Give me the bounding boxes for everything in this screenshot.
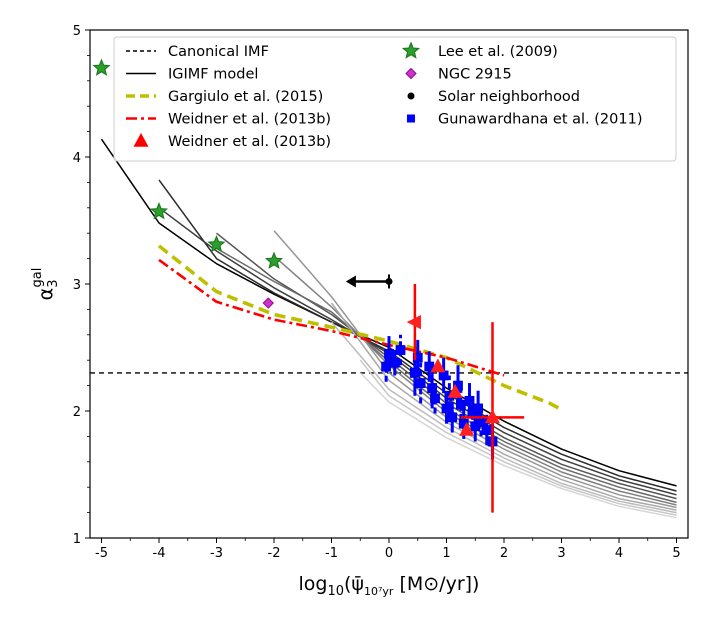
gunawardhana-point (384, 348, 394, 359)
y-axis-title-base: α (35, 288, 57, 301)
y-tick-label-3: 4 (73, 151, 81, 166)
x-axis-title: log10(ψ̄10⁷yr [M⊙/yr]) (299, 573, 480, 599)
legend-label-5: Lee et al. (2009) (438, 44, 558, 60)
series-line-10 (359, 359, 677, 516)
x-tick-label-5: 0 (385, 546, 393, 561)
series-line-11 (359, 372, 677, 519)
solar-point (385, 277, 393, 285)
series-line-9 (330, 321, 677, 514)
y-tick-label-2: 3 (73, 278, 81, 293)
gunawardhana-point (389, 357, 400, 368)
series-line-12 (157, 244, 563, 412)
x-tick-label-10: 5 (672, 546, 680, 561)
gunawardhana-point (412, 352, 423, 363)
gunawardhana-point (464, 395, 475, 406)
legend-handle-8 (407, 114, 415, 123)
x-axis-title-suffix: [M⊙/yr]) (393, 573, 479, 595)
y-tick-label-1: 2 (73, 405, 81, 420)
series-line-13 (158, 258, 505, 377)
y-axis-title-sub: 3 (46, 280, 61, 288)
y-tick-label-4: 5 (73, 24, 81, 39)
y-axis-title-sup: gal (30, 268, 45, 288)
weidner-point (459, 422, 475, 436)
gunawardhana-point (473, 403, 484, 414)
gunawardhana-point (481, 425, 492, 435)
x-axis-title-prefix: log (299, 573, 328, 595)
x-tick-label-8: 3 (557, 546, 565, 561)
x-tick-label-9: 4 (615, 546, 623, 561)
x-tick-label-7: 2 (500, 546, 508, 561)
ngc2915-point (262, 297, 274, 309)
legend-label-8: Gunawardhana et al. (2011) (438, 112, 642, 128)
legend-label-2: Gargiulo et al. (2015) (168, 89, 323, 105)
lee2009-point (264, 251, 284, 269)
series-line-2 (158, 179, 677, 492)
series-line-7 (273, 230, 677, 509)
legend-label-6: NGC 2915 (438, 67, 512, 83)
lee2009-point (92, 58, 111, 76)
y-tick-label-0: 1 (73, 532, 81, 547)
legend-label-4: Weidner et al. (2013b) (168, 134, 331, 150)
x-tick-label-2: -3 (210, 546, 223, 561)
legend-label-1: IGIMF model (168, 67, 258, 83)
gunawardhana-point (455, 399, 466, 410)
series-line-6 (273, 255, 677, 506)
legend-handle-7 (407, 92, 415, 100)
x-tick-label-3: -2 (268, 546, 281, 561)
x-axis-title-sub1: 10 (327, 584, 344, 599)
series-line-4 (216, 232, 677, 500)
lee2009-point (207, 235, 226, 253)
legend-label-0: Canonical IMF (168, 44, 269, 60)
legend: Canonical IMF IGIMF model Gargiulo et al. … (113, 36, 677, 162)
gunawardhana-point (430, 393, 440, 404)
x-tick-label-0: -5 (95, 546, 108, 561)
gunawardhana-point (395, 345, 406, 355)
weidner-point (447, 383, 463, 398)
lee2009-point (149, 202, 169, 220)
weidner-point (430, 358, 446, 373)
x-tick-label-4: -1 (325, 546, 338, 561)
weidner-point (485, 409, 500, 424)
x-axis-title-mid: (ψ̄ (344, 573, 364, 595)
x-tick-label-6: 1 (442, 546, 450, 561)
legend-label-3: Weidner et al. (2013b) (168, 112, 331, 128)
weidner-point (406, 314, 421, 330)
legend-box (113, 36, 677, 162)
legend-handle-6 (405, 67, 417, 80)
gunawardhana-point (447, 412, 458, 423)
legend-handle-4 (133, 132, 149, 147)
x-tick-label-1: -4 (153, 546, 166, 561)
gunawardhana-point (427, 383, 438, 394)
legend-label-7: Solar neighborhood (438, 89, 580, 105)
legend-handle-5 (401, 41, 421, 59)
solar-limit-arrow (345, 275, 356, 288)
y-axis-title: α3gal (30, 268, 61, 301)
series-line-8 (330, 302, 677, 511)
x-axis-title-sub2: 10⁷yr (364, 585, 394, 598)
gunawardhana-point (415, 378, 426, 388)
series-line-1 (100, 138, 677, 487)
